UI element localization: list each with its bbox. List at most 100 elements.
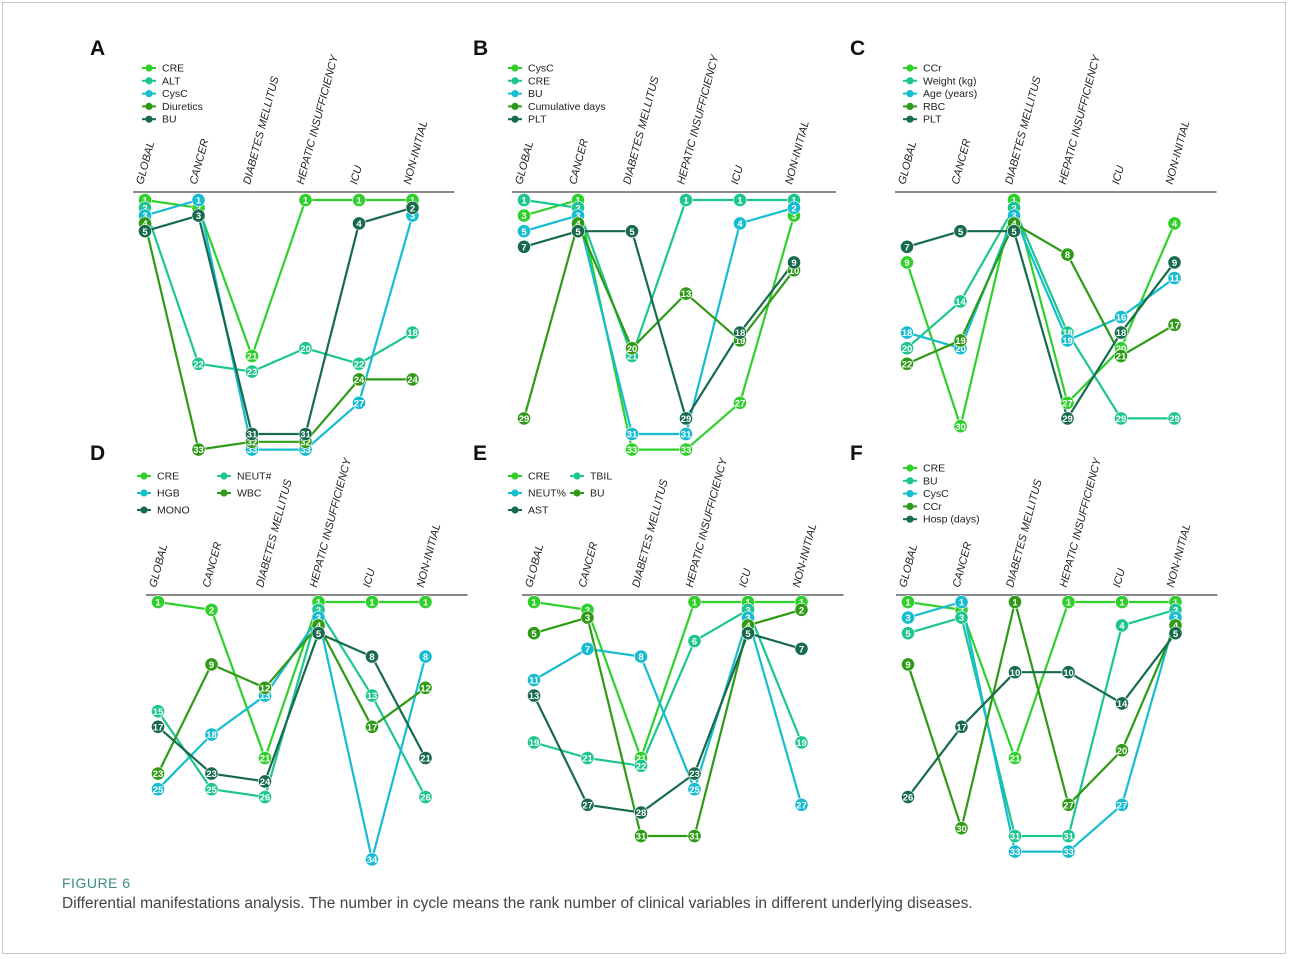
rank-marker: 33: [679, 442, 693, 457]
rank-marker: 5: [741, 626, 755, 641]
rank-marker: 29: [1114, 411, 1128, 426]
rank-label: 31: [300, 430, 311, 441]
category-label: ICU: [361, 567, 378, 588]
rank-marker: 9: [901, 657, 915, 672]
category-label: HEPATIC INSUFFICIENCY: [308, 456, 354, 589]
series-line: [907, 600, 1177, 853]
series-line: [907, 600, 1176, 760]
rank-label: 21: [1010, 754, 1021, 765]
rank-marker: 18: [204, 727, 219, 742]
legend-label: CRE: [528, 471, 550, 483]
category-label: GLOBAL: [897, 543, 920, 589]
rank-marker: 21: [1008, 751, 1022, 765]
rank-label: 3: [521, 211, 526, 222]
legend-label: BU: [162, 114, 177, 126]
rank-label: 5: [958, 227, 964, 238]
rank-label: 21: [1116, 352, 1127, 363]
rank-label: 25: [206, 785, 217, 796]
rank-label: 18: [206, 730, 217, 741]
rank-label: 10: [1010, 668, 1021, 679]
rank-label: 15: [153, 707, 164, 718]
rank-marker: 8: [1060, 247, 1075, 262]
rank-marker: 29: [517, 411, 531, 426]
rank-marker: 7: [900, 239, 914, 254]
rank-marker: 1: [365, 595, 379, 609]
rank-marker: 4: [1167, 216, 1182, 231]
rank-marker: 1: [352, 193, 366, 207]
rank-label: 1: [737, 196, 743, 207]
rank-label: 4: [737, 219, 743, 230]
rank-label: 3: [585, 613, 590, 624]
rank-marker: 18: [900, 325, 914, 340]
rank-label: 3: [410, 211, 415, 222]
legend-item: PLT: [508, 114, 547, 126]
rank-marker: 20: [625, 341, 639, 356]
rank-label: 19: [955, 336, 966, 347]
rank-label: 32: [247, 437, 258, 448]
legend-label: BU: [923, 475, 938, 487]
legend-item: ALT: [142, 75, 181, 87]
legend-item: HGB: [137, 488, 180, 500]
rank-marker: 11: [527, 673, 541, 687]
legend-item: CysC: [903, 488, 949, 500]
rank-marker: 34: [365, 852, 379, 867]
rank-marker: 27: [1115, 797, 1129, 812]
figure-caption-text: Differential manifestations analysis. Th…: [62, 895, 973, 912]
rank-marker: 29: [1167, 411, 1182, 426]
series-line: [905, 198, 1176, 428]
rank-marker: 24: [258, 774, 272, 789]
rank-label: 27: [582, 800, 593, 811]
legend-item: AST: [508, 505, 549, 517]
rank-marker: 33: [1008, 844, 1022, 859]
rank-label: 33: [300, 445, 311, 456]
rank-marker: 19: [527, 735, 541, 750]
series-line: [143, 223, 413, 451]
series-line: [523, 230, 795, 420]
rank-label: 29: [681, 414, 692, 425]
rank-label: 27: [1117, 800, 1128, 811]
category-label: ICU: [737, 567, 754, 588]
rank-label: 13: [260, 691, 271, 702]
rank-label: 4: [1172, 219, 1178, 230]
rank-label: 4: [356, 219, 362, 230]
rank-marker: 19: [953, 333, 968, 348]
rank-label: 9: [905, 660, 910, 671]
rank-marker: 6: [687, 634, 702, 648]
legend-item: MONO: [137, 505, 190, 517]
category-label: GLOBAL: [896, 140, 919, 186]
rank-marker: 5: [138, 224, 152, 239]
series-line: [906, 214, 1176, 350]
rank-marker: 17: [151, 719, 165, 734]
legend-item: Diuretics: [142, 101, 203, 113]
rank-label: 22: [902, 359, 913, 370]
rank-marker: 2: [794, 602, 809, 617]
rank-marker: 3: [517, 208, 531, 223]
rank-label: 1: [423, 598, 429, 609]
rank-label: 1: [196, 196, 202, 207]
rank-marker: 29: [1060, 411, 1075, 426]
rank-marker: 5: [571, 224, 585, 239]
rank-label: 5: [316, 629, 322, 640]
rank-marker: 5: [527, 626, 541, 641]
rank-marker: 17: [954, 719, 969, 734]
rank-label: 13: [367, 691, 378, 702]
rank-marker: 8: [418, 649, 433, 664]
rank-label: 1: [905, 598, 911, 609]
rank-label: 10: [1063, 668, 1074, 679]
rank-label: 18: [735, 328, 746, 339]
rank-label: 14: [955, 297, 966, 308]
rank-label: 13: [529, 691, 540, 702]
rank-label: 5: [1173, 629, 1179, 640]
rank-marker: 4: [352, 216, 366, 231]
rank-marker: 2: [787, 200, 801, 215]
rank-marker: 8: [365, 649, 379, 664]
rank-label: 23: [247, 367, 258, 378]
category-label: HEPATIC INSUFFICIENCY: [675, 53, 721, 186]
rank-marker: 16: [1114, 310, 1128, 324]
rank-label: 17: [956, 722, 967, 733]
rank-marker: 26: [418, 790, 433, 804]
legend-item: CRE: [137, 471, 179, 483]
rank-marker: 27: [1061, 797, 1076, 812]
rank-label: 29: [519, 414, 530, 425]
